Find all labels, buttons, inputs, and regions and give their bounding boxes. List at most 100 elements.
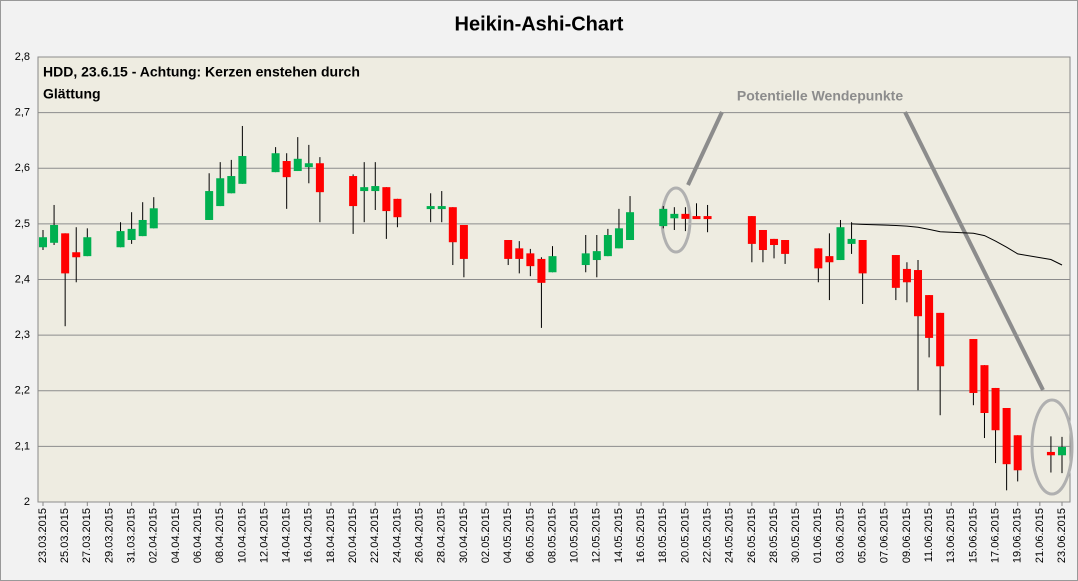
x-tick-label: 07.06.2015 [879,508,891,563]
annotation: Potentielle Wendepunkte [737,88,903,104]
x-tick-label: 02.04.2015 [148,508,160,563]
x-tick-label: 14.05.2015 [613,508,625,563]
x-tick-label: 04.05.2015 [502,508,514,563]
candle-body [205,191,214,220]
x-tick-label: 08.04.2015 [214,508,226,563]
moving-average-line [851,223,1063,266]
candle-body [127,228,136,241]
candle-body [847,238,856,244]
candle-body [814,248,823,269]
x-tick-label: 13.06.2015 [945,508,957,563]
candle-body [681,213,690,219]
x-tick-label: 12.05.2015 [591,508,603,563]
candle-body [747,216,756,244]
x-tick-label: 17.06.2015 [989,508,1001,563]
candle-body [969,339,978,393]
candle-body [371,186,380,192]
candle-body [304,163,313,168]
candle-body [360,187,369,192]
callout-line [903,111,1045,391]
x-tick-label: 27.03.2015 [81,508,93,563]
x-tick-label: 19.06.2015 [1012,508,1024,563]
x-tick-label: 16.04.2015 [303,508,315,563]
candle-body [39,237,47,248]
candle-body [914,270,923,317]
x-tick-label: 21.06.2015 [1034,508,1046,563]
x-tick-label: 26.04.2015 [413,508,425,563]
x-tick-label: 30.04.2015 [458,508,470,563]
x-tick-label: 10.04.2015 [236,508,248,563]
x-tick-label: 15.06.2015 [967,508,979,563]
candle-body [426,206,435,210]
candle-body [1013,435,1022,471]
candle-body [437,206,446,210]
x-tick-label: 02.05.2015 [480,508,492,563]
x-tick-label: 30.05.2015 [790,508,802,563]
candle-body [581,253,590,266]
y-tick-label: 2,7 [15,107,30,119]
candle-body [238,156,247,184]
highlight-ellipse [1030,398,1074,496]
x-tick-label: 10.05.2015 [569,508,581,563]
x-tick-label: 26.05.2015 [746,508,758,563]
x-tick-label: 03.06.2015 [834,508,846,563]
candle-body [227,176,236,194]
x-tick-label: 28.04.2015 [436,508,448,563]
callout-line [686,111,724,186]
x-tick-label: 24.05.2015 [724,508,736,563]
candle-body [659,208,668,227]
candle-body [459,224,468,259]
candle-body [50,224,59,243]
candle-body [692,216,701,220]
candle-body [891,255,900,288]
x-tick-label: 14.04.2015 [281,508,293,563]
x-tick-label: 06.05.2015 [524,508,536,563]
x-tick-label: 28.05.2015 [768,508,780,563]
chart-title: Heikin-Ashi-Chart [455,13,624,35]
candle-body [980,365,989,413]
candle-body [592,251,601,261]
candle-body [858,240,867,274]
candle-body [703,216,712,220]
candle-body [1046,451,1055,456]
candle-body [83,237,92,257]
candle-body [781,240,790,254]
candle-body [515,248,524,259]
candle-body [770,238,779,246]
candle-body [614,228,623,249]
x-tick-label: 18.05.2015 [657,508,669,563]
candle-body [548,256,557,273]
x-tick-label: 18.04.2015 [325,508,337,563]
candle-body [825,256,834,263]
candle-body [282,161,291,178]
x-tick-label: 22.05.2015 [701,508,713,563]
candle-body [149,208,158,229]
x-tick-label: 22.04.2015 [369,508,381,563]
candle-body [991,387,1000,431]
candle-body [382,187,391,212]
candle-body [216,178,225,207]
candle-body [526,253,535,267]
y-tick-label: 2,8 [15,51,30,63]
x-tick-label: 23.03.2015 [37,508,49,563]
y-tick-label: 2,4 [15,273,30,285]
candle-body [116,231,125,248]
y-tick-label: 2,5 [15,218,30,230]
y-tick-label: 2 [24,496,30,508]
candle-body [603,235,612,257]
x-tick-label: 05.06.2015 [857,508,869,563]
x-tick-label: 11.06.2015 [923,508,935,562]
candle-body [925,295,934,338]
x-tick-label: 01.06.2015 [812,508,824,563]
y-tick-label: 2,1 [15,440,30,452]
x-tick-label: 20.05.2015 [679,508,691,563]
candle-body [393,198,402,218]
annotation: HDD, 23.6.15 - Achtung: Kerzen enstehen … [43,64,360,80]
y-tick-label: 2,2 [15,385,30,397]
candle-body [138,219,147,237]
candle-body [349,176,358,207]
candle-body [293,158,302,172]
candle-body [1002,407,1011,465]
x-tick-label: 20.04.2015 [347,508,359,563]
